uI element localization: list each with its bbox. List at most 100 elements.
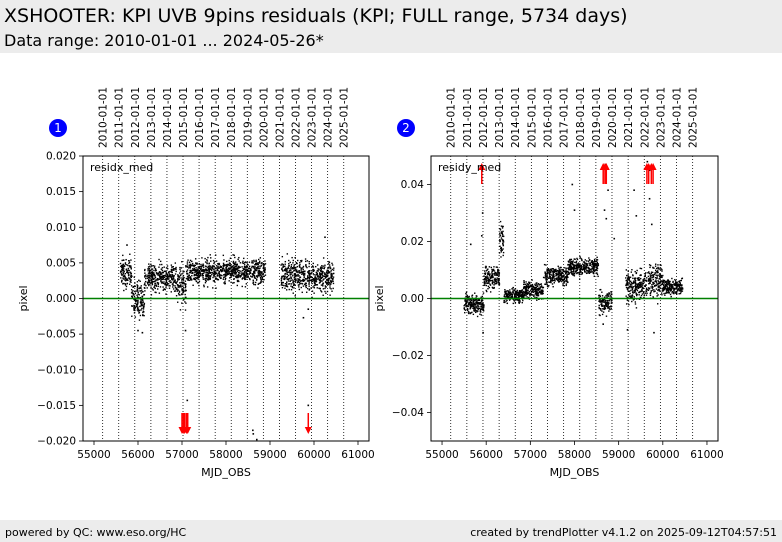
data-point [175, 295, 178, 297]
data-point [679, 292, 682, 295]
data-point [183, 281, 185, 284]
data-point [208, 277, 210, 279]
data-point [318, 269, 320, 271]
data-point [313, 278, 315, 280]
data-point [519, 290, 522, 292]
data-point [501, 231, 503, 234]
data-point [668, 282, 671, 284]
data-point [309, 269, 311, 272]
data-point [189, 267, 191, 269]
data-point [646, 277, 648, 279]
date-tick-label: 2024-01-01 [671, 87, 683, 148]
data-point [247, 276, 249, 279]
data-point [491, 273, 494, 275]
data-point [130, 279, 132, 281]
data-point [165, 275, 167, 278]
data-point [287, 274, 290, 277]
data-point [217, 278, 219, 281]
data-point [229, 277, 231, 279]
data-point [662, 274, 664, 277]
data-point [477, 299, 479, 302]
data-point [258, 269, 260, 272]
data-point [528, 282, 531, 285]
data-point [481, 302, 483, 305]
data-point [474, 308, 477, 310]
data-point [181, 273, 183, 275]
data-point [680, 284, 683, 286]
data-point [285, 268, 287, 270]
data-point [521, 290, 523, 292]
data-point [598, 314, 601, 316]
page-title: XSHOOTER: KPI UVB 9pins residuals (KPI; … [4, 5, 628, 27]
data-point [237, 267, 239, 269]
data-point [284, 260, 287, 263]
data-point [504, 296, 506, 298]
data-point [138, 312, 140, 314]
data-point [656, 275, 659, 277]
data-point [625, 295, 627, 297]
data-point [319, 278, 321, 280]
data-point [322, 282, 325, 284]
data-point [525, 291, 527, 293]
data-point [299, 280, 302, 282]
data-point [149, 269, 151, 272]
data-point [237, 276, 239, 279]
data-point [153, 269, 155, 272]
date-tick-label: 2023-01-01 [655, 87, 667, 148]
data-point [257, 262, 259, 264]
data-point [514, 295, 516, 298]
x-tick-label: 56000 [469, 449, 502, 461]
data-point [567, 276, 569, 279]
data-point [248, 273, 251, 275]
data-point [293, 287, 295, 289]
data-point [489, 283, 491, 285]
x-tick-label: 59000 [253, 449, 286, 461]
data-point [558, 269, 560, 271]
data-point [317, 275, 319, 277]
data-point [172, 281, 175, 283]
data-point [654, 263, 657, 265]
data-point [185, 265, 187, 267]
data-point [308, 274, 311, 276]
data-point [281, 255, 284, 258]
data-point [652, 283, 654, 285]
data-point [170, 269, 173, 272]
data-point [573, 265, 575, 268]
data-point [315, 274, 317, 276]
data-point [199, 271, 201, 273]
data-point [171, 278, 173, 281]
data-point [633, 281, 636, 283]
data-point [607, 294, 609, 296]
data-point [485, 289, 487, 292]
data-point [487, 272, 489, 274]
data-point [148, 278, 150, 280]
data-point [294, 276, 296, 278]
data-point [137, 303, 139, 305]
data-point [555, 268, 557, 271]
data-point [238, 256, 240, 259]
data-point [165, 267, 168, 269]
data-point [527, 289, 529, 292]
data-point [657, 268, 659, 270]
data-point [288, 288, 290, 291]
data-point [184, 309, 187, 311]
data-point [197, 272, 199, 275]
data-point [571, 260, 573, 263]
data-point [503, 301, 505, 304]
data-point [182, 289, 184, 291]
data-point [559, 278, 562, 281]
data-point [252, 265, 255, 268]
data-point [507, 295, 510, 298]
data-point [263, 269, 265, 271]
data-point [317, 270, 319, 272]
data-point [245, 266, 247, 269]
data-point [522, 287, 525, 290]
data-point [245, 283, 248, 285]
data-point [195, 273, 197, 276]
data-point [596, 260, 598, 262]
data-point [657, 283, 659, 285]
data-point [306, 280, 309, 282]
data-point [133, 295, 136, 298]
data-point [130, 266, 132, 269]
data-point [600, 308, 602, 310]
